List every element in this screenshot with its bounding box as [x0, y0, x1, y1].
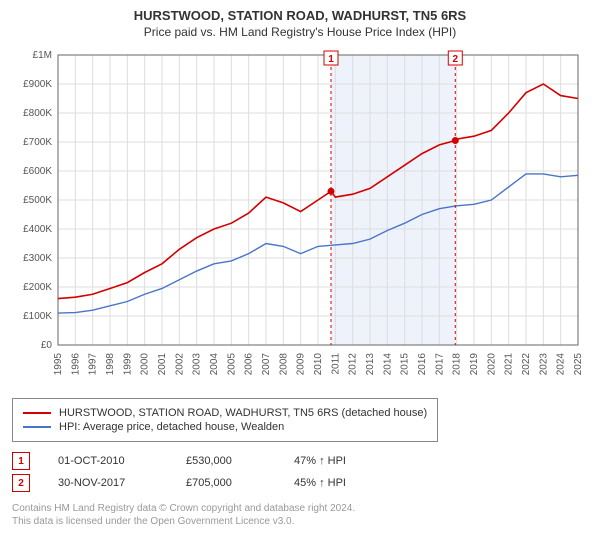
chart-container: HURSTWOOD, STATION ROAD, WADHURST, TN5 6…	[0, 0, 600, 534]
footer-attribution: Contains HM Land Registry data © Crown c…	[12, 502, 588, 528]
svg-text:2006: 2006	[244, 353, 255, 376]
legend-row: HPI: Average price, detached house, Weal…	[23, 421, 427, 433]
svg-text:£100K: £100K	[23, 311, 52, 322]
svg-text:1999: 1999	[122, 353, 133, 376]
svg-text:2001: 2001	[157, 353, 168, 376]
legend-swatch	[23, 412, 51, 414]
svg-text:2: 2	[452, 54, 458, 65]
line-chart-svg: £0 £100K £200K £300K £400K £500K £600K £700K £80…	[12, 45, 588, 385]
svg-text:2017: 2017	[434, 353, 445, 376]
legend-swatch	[23, 426, 51, 428]
svg-text:£1M: £1M	[33, 50, 52, 61]
transaction-date: 01-OCT-2010	[58, 455, 158, 467]
svg-text:2005: 2005	[226, 353, 237, 376]
svg-text:2023: 2023	[538, 353, 549, 376]
svg-text:2002: 2002	[174, 353, 185, 376]
svg-text:£300K: £300K	[23, 253, 52, 264]
svg-text:2019: 2019	[469, 353, 480, 376]
transaction-row: 2 30-NOV-2017 £705,000 45% ↑ HPI	[12, 474, 588, 492]
svg-text:2014: 2014	[382, 353, 393, 376]
svg-text:2010: 2010	[313, 353, 324, 376]
svg-text:1995: 1995	[53, 353, 64, 376]
legend-label: HPI: Average price, detached house, Weal…	[59, 421, 284, 433]
transaction-row: 1 01-OCT-2010 £530,000 47% ↑ HPI	[12, 452, 588, 470]
chart-plot: £0 £100K £200K £300K £400K £500K £600K £700K £80…	[12, 45, 588, 390]
svg-text:2020: 2020	[486, 353, 497, 376]
svg-text:2012: 2012	[348, 353, 359, 376]
svg-text:2021: 2021	[504, 353, 515, 376]
svg-text:£800K: £800K	[23, 108, 52, 119]
svg-text:£0: £0	[41, 340, 53, 351]
svg-text:2009: 2009	[296, 353, 307, 376]
svg-text:1: 1	[328, 54, 334, 65]
svg-text:2025: 2025	[573, 353, 584, 376]
svg-text:2022: 2022	[521, 353, 532, 376]
svg-text:1997: 1997	[88, 353, 99, 376]
transaction-pct: 47% ↑ HPI	[294, 455, 346, 467]
svg-text:1998: 1998	[105, 353, 116, 376]
svg-text:£200K: £200K	[23, 282, 52, 293]
legend-row: HURSTWOOD, STATION ROAD, WADHURST, TN5 6…	[23, 407, 427, 419]
svg-text:2013: 2013	[365, 353, 376, 376]
svg-text:£700K: £700K	[23, 137, 52, 148]
svg-text:2018: 2018	[452, 353, 463, 376]
legend: HURSTWOOD, STATION ROAD, WADHURST, TN5 6…	[12, 398, 438, 442]
transaction-price: £530,000	[186, 455, 266, 467]
transaction-marker: 1	[12, 452, 30, 470]
transaction-pct: 45% ↑ HPI	[294, 477, 346, 489]
svg-text:£600K: £600K	[23, 166, 52, 177]
svg-text:£900K: £900K	[23, 79, 52, 90]
chart-subtitle: Price paid vs. HM Land Registry's House …	[12, 25, 588, 39]
svg-text:2011: 2011	[330, 353, 341, 375]
svg-text:2003: 2003	[192, 353, 203, 376]
transaction-price: £705,000	[186, 477, 266, 489]
footer-line-2: This data is licensed under the Open Gov…	[12, 515, 588, 528]
svg-text:2007: 2007	[261, 353, 272, 376]
svg-text:2000: 2000	[140, 353, 151, 376]
svg-text:£400K: £400K	[23, 224, 52, 235]
svg-text:2008: 2008	[278, 353, 289, 376]
transaction-table: 1 01-OCT-2010 £530,000 47% ↑ HPI 2 30-NOV-201…	[12, 452, 588, 492]
footer-line-1: Contains HM Land Registry data © Crown c…	[12, 502, 588, 515]
transaction-marker: 2	[12, 474, 30, 492]
svg-text:1996: 1996	[70, 353, 81, 376]
chart-title: HURSTWOOD, STATION ROAD, WADHURST, TN5 6…	[12, 8, 588, 23]
svg-text:2016: 2016	[417, 353, 428, 376]
svg-text:2024: 2024	[556, 353, 567, 376]
legend-label: HURSTWOOD, STATION ROAD, WADHURST, TN5 6…	[59, 407, 427, 419]
svg-text:£500K: £500K	[23, 195, 52, 206]
svg-text:2004: 2004	[209, 353, 220, 376]
svg-text:2015: 2015	[400, 353, 411, 376]
transaction-date: 30-NOV-2017	[58, 477, 158, 489]
